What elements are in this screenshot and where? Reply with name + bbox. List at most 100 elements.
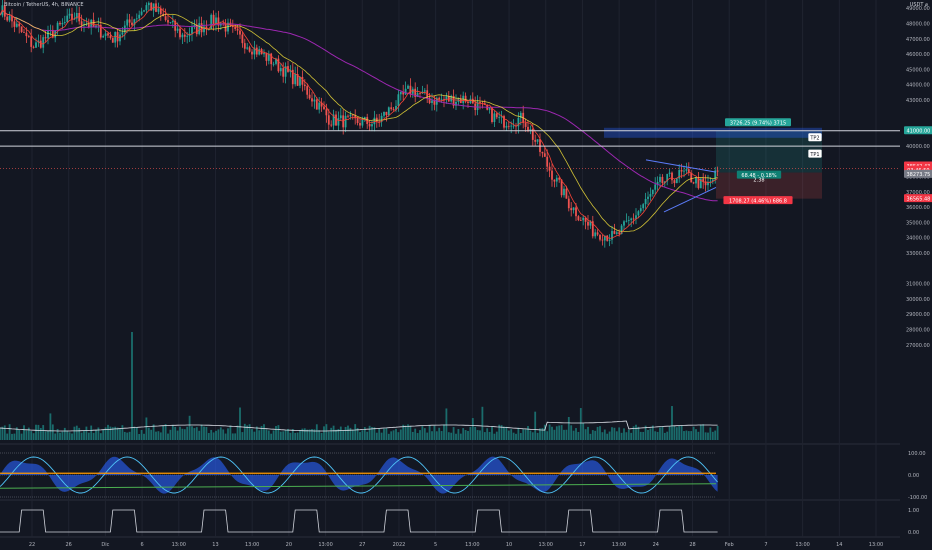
candle	[654, 177, 657, 195]
volume-bar	[635, 424, 637, 440]
volume-bar	[577, 431, 580, 440]
candle-body	[339, 115, 342, 119]
candle-body	[625, 220, 628, 222]
candle-body	[191, 27, 193, 34]
time-tick-label: 13:00	[318, 542, 332, 548]
volume-bar	[179, 426, 181, 440]
candle-body	[349, 114, 352, 117]
volume-bar	[675, 427, 678, 440]
candle-body	[591, 221, 594, 237]
volume-bar	[181, 428, 184, 440]
volume-bar	[498, 424, 501, 440]
candle	[548, 162, 551, 178]
candle-body	[47, 30, 49, 39]
volume-bar	[99, 433, 102, 440]
binary-line	[0, 509, 718, 533]
candle-body	[692, 182, 695, 184]
volume-bar	[219, 427, 222, 440]
candle-body	[498, 117, 501, 119]
candle-body	[685, 169, 688, 171]
volume-bar	[68, 432, 71, 440]
candle	[85, 17, 88, 27]
candle-body	[327, 115, 330, 125]
candle	[251, 49, 253, 60]
volume-bar	[59, 432, 61, 440]
volume-bar	[639, 431, 642, 440]
candle	[536, 139, 539, 145]
candle-body	[363, 117, 366, 120]
candle	[402, 84, 405, 101]
candle	[555, 175, 558, 187]
candle-body	[615, 232, 618, 234]
volume-bar	[212, 432, 215, 440]
volume-bar	[606, 433, 609, 440]
volume-bar	[344, 426, 347, 440]
candle	[603, 235, 606, 248]
candle-body	[404, 88, 407, 95]
candle	[546, 149, 549, 172]
candle	[313, 95, 316, 109]
volume-bar	[695, 429, 697, 440]
candle-body	[671, 172, 673, 181]
candle	[591, 215, 594, 239]
price-tick-label: 47000.00	[906, 37, 930, 43]
volume-bar	[399, 429, 402, 440]
volume-bar	[78, 427, 81, 440]
candle-body	[167, 20, 169, 23]
volume-bar	[661, 426, 664, 440]
candle	[649, 187, 652, 201]
candle	[625, 213, 628, 223]
volume-bar	[13, 433, 16, 440]
candle	[126, 13, 129, 33]
candle	[505, 121, 508, 131]
candle-body	[536, 139, 539, 142]
candle-body	[114, 32, 117, 43]
volume-bar	[457, 429, 460, 440]
position-target-zone[interactable]	[716, 130, 822, 173]
tp2-zone[interactable]	[604, 127, 822, 138]
candle	[47, 25, 49, 45]
candle-body	[711, 179, 714, 182]
candle-body	[143, 10, 145, 12]
candle-body	[512, 125, 515, 127]
volume-bar	[627, 429, 630, 440]
volume-bar	[613, 427, 616, 440]
candle-body	[663, 181, 666, 183]
candle-body	[675, 178, 678, 184]
time-tick-label: 6	[140, 542, 143, 548]
candle-body	[203, 26, 205, 33]
time-tick-label: 20	[286, 542, 292, 548]
candle-body	[231, 25, 234, 27]
binary-tick-label: 0.00	[908, 530, 919, 536]
candle	[15, 17, 18, 28]
candle	[651, 189, 654, 197]
candle-body	[277, 58, 280, 72]
candle	[407, 84, 409, 90]
entry-label-text: 68.48 - 0.18%	[741, 173, 776, 179]
candle-body	[632, 218, 635, 220]
candle-body	[267, 53, 270, 61]
candle	[582, 215, 585, 226]
volume-bar	[193, 428, 196, 440]
price-tick-label: 36000.00	[906, 205, 930, 211]
candle-body	[183, 34, 186, 37]
candle-body	[558, 177, 561, 180]
volume-bar	[284, 429, 287, 440]
candle-body	[253, 47, 256, 55]
candle-body	[399, 91, 402, 95]
volume-bar	[392, 430, 395, 440]
volume-bar	[495, 431, 498, 440]
volume-bar	[162, 425, 165, 440]
candle	[327, 108, 330, 130]
candle	[330, 120, 333, 128]
binary-panel: 1.00 0.00	[0, 508, 919, 536]
volume-bar	[138, 433, 141, 440]
candle-body	[39, 40, 42, 48]
candle-body	[121, 32, 124, 35]
candle-body	[212, 14, 215, 25]
candle-body	[344, 115, 347, 128]
volume-bar	[306, 429, 309, 440]
volume-bar	[275, 426, 277, 440]
stop-label-bg	[723, 196, 793, 205]
